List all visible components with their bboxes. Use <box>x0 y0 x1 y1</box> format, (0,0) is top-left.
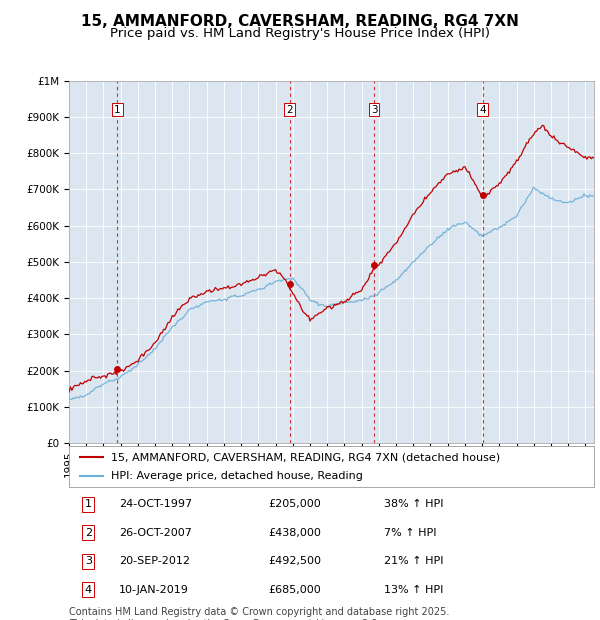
Text: Price paid vs. HM Land Registry's House Price Index (HPI): Price paid vs. HM Land Registry's House … <box>110 27 490 40</box>
Text: 10-JAN-2019: 10-JAN-2019 <box>119 585 189 595</box>
Text: HPI: Average price, detached house, Reading: HPI: Average price, detached house, Read… <box>111 471 363 481</box>
Text: 3: 3 <box>85 556 92 566</box>
Text: 15, AMMANFORD, CAVERSHAM, READING, RG4 7XN: 15, AMMANFORD, CAVERSHAM, READING, RG4 7… <box>81 14 519 29</box>
Text: 2: 2 <box>85 528 92 538</box>
Text: 38% ↑ HPI: 38% ↑ HPI <box>384 499 443 509</box>
Text: £438,000: £438,000 <box>269 528 322 538</box>
Text: 1: 1 <box>114 105 121 115</box>
Text: 21% ↑ HPI: 21% ↑ HPI <box>384 556 443 566</box>
Text: 15, AMMANFORD, CAVERSHAM, READING, RG4 7XN (detached house): 15, AMMANFORD, CAVERSHAM, READING, RG4 7… <box>111 452 500 463</box>
Text: 26-OCT-2007: 26-OCT-2007 <box>119 528 192 538</box>
Text: £685,000: £685,000 <box>269 585 321 595</box>
Text: 1: 1 <box>85 499 92 509</box>
Text: 13% ↑ HPI: 13% ↑ HPI <box>384 585 443 595</box>
Text: £205,000: £205,000 <box>269 499 321 509</box>
Text: 3: 3 <box>371 105 377 115</box>
Text: 24-OCT-1997: 24-OCT-1997 <box>119 499 192 509</box>
Text: 20-SEP-2012: 20-SEP-2012 <box>119 556 190 566</box>
Text: 4: 4 <box>479 105 486 115</box>
Text: Contains HM Land Registry data © Crown copyright and database right 2025.
This d: Contains HM Land Registry data © Crown c… <box>69 607 449 620</box>
Text: £492,500: £492,500 <box>269 556 322 566</box>
Text: 7% ↑ HPI: 7% ↑ HPI <box>384 528 437 538</box>
Text: 4: 4 <box>85 585 92 595</box>
Text: 2: 2 <box>286 105 293 115</box>
